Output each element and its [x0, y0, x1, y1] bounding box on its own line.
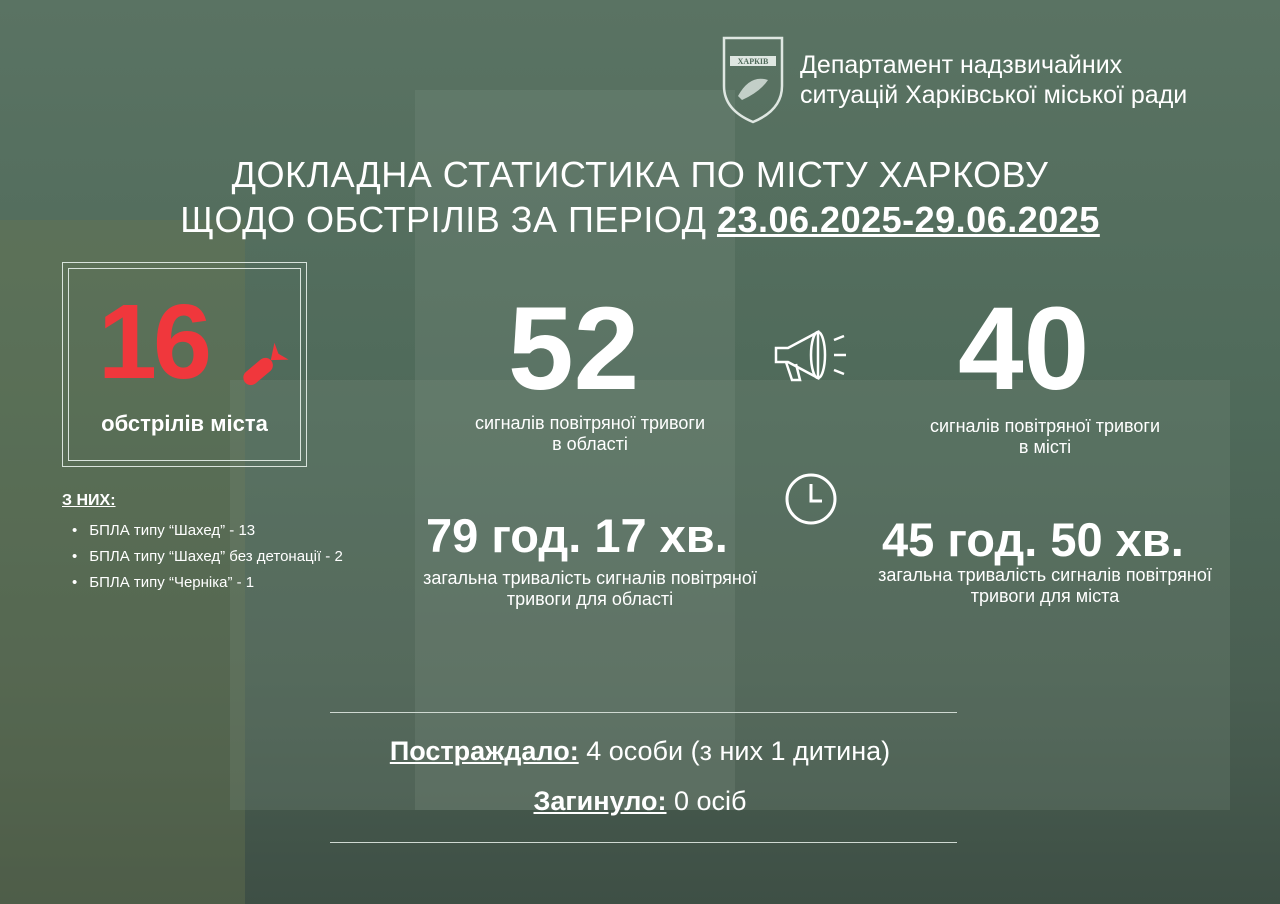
region-alert-count: 52 [508, 283, 640, 415]
list-item: БПЛА типу “Черніка” - 1 [72, 570, 343, 596]
city-alert-count: 40 [958, 283, 1090, 415]
region-alert-label: сигналів повітряної тривоги в області [440, 413, 740, 455]
background-building [230, 380, 1230, 810]
label-line: сигналів повітряної тривоги [474, 413, 705, 433]
injured-line: Постраждало: 4 особи (з них 1 дитина) [0, 736, 1280, 767]
killed-label: Загинуло: [533, 786, 667, 816]
page-title: ДОКЛАДНА СТАТИСТИКА ПО МІСТУ ХАРКОВУ ЩОД… [0, 152, 1280, 242]
background-tower [415, 90, 735, 810]
shelling-label: обстрілів міста [101, 411, 268, 436]
injured-value: 4 особи (з них 1 дитина) [578, 736, 891, 766]
clock-icon [785, 473, 837, 525]
title-prefix: ЩОДО ОБСТРІЛІВ ЗА ПЕРІОД [180, 199, 717, 240]
city-alert-label: сигналів повітряної тривоги в місті [895, 416, 1195, 458]
divider [330, 712, 957, 713]
department-name: Департамент надзвичайних ситуацій Харків… [800, 50, 1187, 110]
city-duration: 45 год. 50 хв. [882, 513, 1184, 566]
list-item: БПЛА типу “Шахед” - 13 [72, 518, 343, 544]
svg-text:ХАРКІВ: ХАРКІВ [738, 57, 769, 66]
label-line: тривоги для області [506, 589, 674, 609]
killed-value: 0 осіб [666, 786, 747, 816]
killed-line: Загинуло: 0 осіб [0, 786, 1280, 817]
period: 23.06.2025-29.06.2025 [716, 199, 1100, 240]
label-line: в місті [1018, 437, 1072, 457]
missile-icon [243, 342, 289, 386]
label-line: в області [552, 434, 628, 454]
title-line-2: ЩОДО ОБСТРІЛІВ ЗА ПЕРІОД 23.06.2025-29.0… [0, 197, 1280, 242]
region-duration-label: загальна тривалість сигналів повітряної … [390, 568, 790, 610]
city-duration-label: загальна тривалість сигналів повітряної … [845, 565, 1245, 607]
dept-line-2: ситуацій Харківської міської ради [800, 81, 1188, 109]
label-line: загальна тривалість сигналів повітряної [878, 565, 1212, 585]
dept-line-1: Департамент надзвичайних [800, 51, 1123, 79]
title-line-1: ДОКЛАДНА СТАТИСТИКА ПО МІСТУ ХАРКОВУ [231, 154, 1049, 195]
region-duration: 79 год. 17 хв. [426, 509, 728, 562]
shelling-count: 16 [98, 283, 212, 401]
injured-label: Постраждало: [389, 736, 579, 766]
list-item: БПЛА типу “Шахед” без детонації - 2 [72, 544, 343, 570]
divider [330, 842, 957, 843]
shelling-box [62, 262, 307, 467]
department-logo: ХАРКІВ [722, 36, 784, 124]
label-line: тривоги для міста [970, 586, 1120, 606]
shelling-breakdown: БПЛА типу “Шахед” - 13 БПЛА типу “Шахед”… [72, 518, 343, 596]
of-them-heading: З НИХ: [62, 492, 116, 509]
label-line: загальна тривалість сигналів повітряної [423, 568, 757, 588]
label-line: сигналів повітряної тривоги [929, 416, 1160, 436]
megaphone-icon [774, 329, 846, 382]
